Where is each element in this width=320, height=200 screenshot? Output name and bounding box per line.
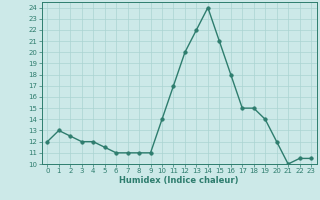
X-axis label: Humidex (Indice chaleur): Humidex (Indice chaleur) — [119, 176, 239, 185]
